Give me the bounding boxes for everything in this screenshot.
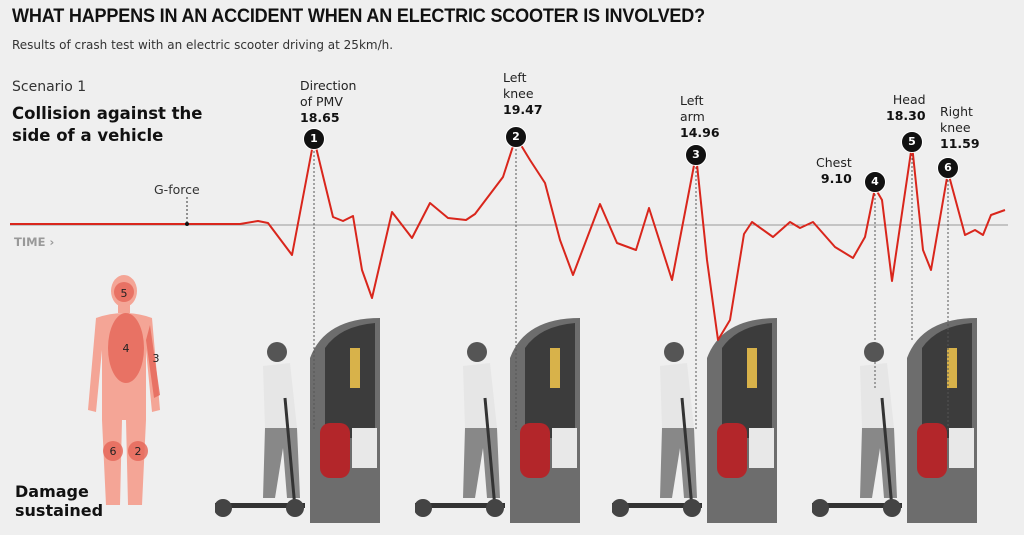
peak-value: 9.10 bbox=[820, 171, 852, 186]
peak-value: 18.65 bbox=[300, 110, 340, 125]
page-title: WHAT HAPPENS IN AN ACCIDENT WHEN AN ELEC… bbox=[12, 6, 705, 27]
crash-photo-2 bbox=[415, 318, 580, 523]
time-label: TIME bbox=[14, 235, 46, 249]
peak-label-text: Direction bbox=[300, 78, 357, 93]
peak-label-2: Left knee 19.47 bbox=[503, 70, 543, 118]
peak-label-text: arm bbox=[680, 109, 705, 124]
scenario-title-line2: side of a vehicle bbox=[12, 126, 164, 145]
peak-label-3: Left arm 14.96 bbox=[680, 93, 720, 141]
peak-label-1: Direction of PMV 18.65 bbox=[300, 78, 356, 126]
peak-label-text: of PMV bbox=[300, 94, 343, 109]
scenario-label: Scenario 1 bbox=[12, 79, 87, 95]
crash-photo-3 bbox=[612, 318, 777, 523]
damage-caption-line2: sustained bbox=[15, 501, 104, 520]
scenario-title: Collision against the side of a vehicle bbox=[12, 103, 202, 147]
crash-photo-4 bbox=[812, 318, 977, 523]
damage-caption-line1: Damage bbox=[15, 482, 89, 501]
gforce-dot bbox=[185, 222, 189, 226]
peak-value: 14.96 bbox=[680, 125, 720, 140]
peak-label-text: Head bbox=[892, 92, 926, 107]
subtitle: Results of crash test with an electric s… bbox=[12, 38, 394, 52]
peak-marker-5: 5 bbox=[901, 131, 923, 153]
peak-marker-3: 3 bbox=[685, 144, 707, 166]
crash-photo-1 bbox=[215, 318, 380, 523]
peak-label-text: knee bbox=[940, 120, 971, 135]
peak-value: 18.30 bbox=[886, 108, 926, 123]
peak-marker-2: 2 bbox=[505, 126, 527, 148]
peak-value: 19.47 bbox=[503, 102, 543, 117]
peak-label-text: Left bbox=[680, 93, 704, 108]
damage-caption: Damage sustained bbox=[15, 482, 103, 520]
scenario-title-line1: Collision against the bbox=[12, 104, 203, 123]
peak-marker-1: 1 bbox=[303, 128, 325, 150]
peak-value: 11.59 bbox=[940, 136, 980, 151]
peak-label-5: Head 18.30 bbox=[886, 92, 926, 124]
peak-marker-6: 6 bbox=[937, 157, 959, 179]
peak-label-text: Chest bbox=[816, 155, 852, 170]
peak-label-text: Right bbox=[940, 104, 973, 119]
peak-marker-4: 4 bbox=[864, 171, 886, 193]
peak-label-text: knee bbox=[503, 86, 534, 101]
x-axis-label: TIME › bbox=[14, 235, 55, 249]
y-axis-label: G-force bbox=[154, 182, 200, 197]
gforce-line bbox=[10, 136, 1006, 341]
peak-label-6: Right knee 11.59 bbox=[940, 104, 980, 152]
peak-label-text: Left bbox=[503, 70, 527, 85]
peak-label-4: Chest 9.10 bbox=[816, 155, 852, 187]
